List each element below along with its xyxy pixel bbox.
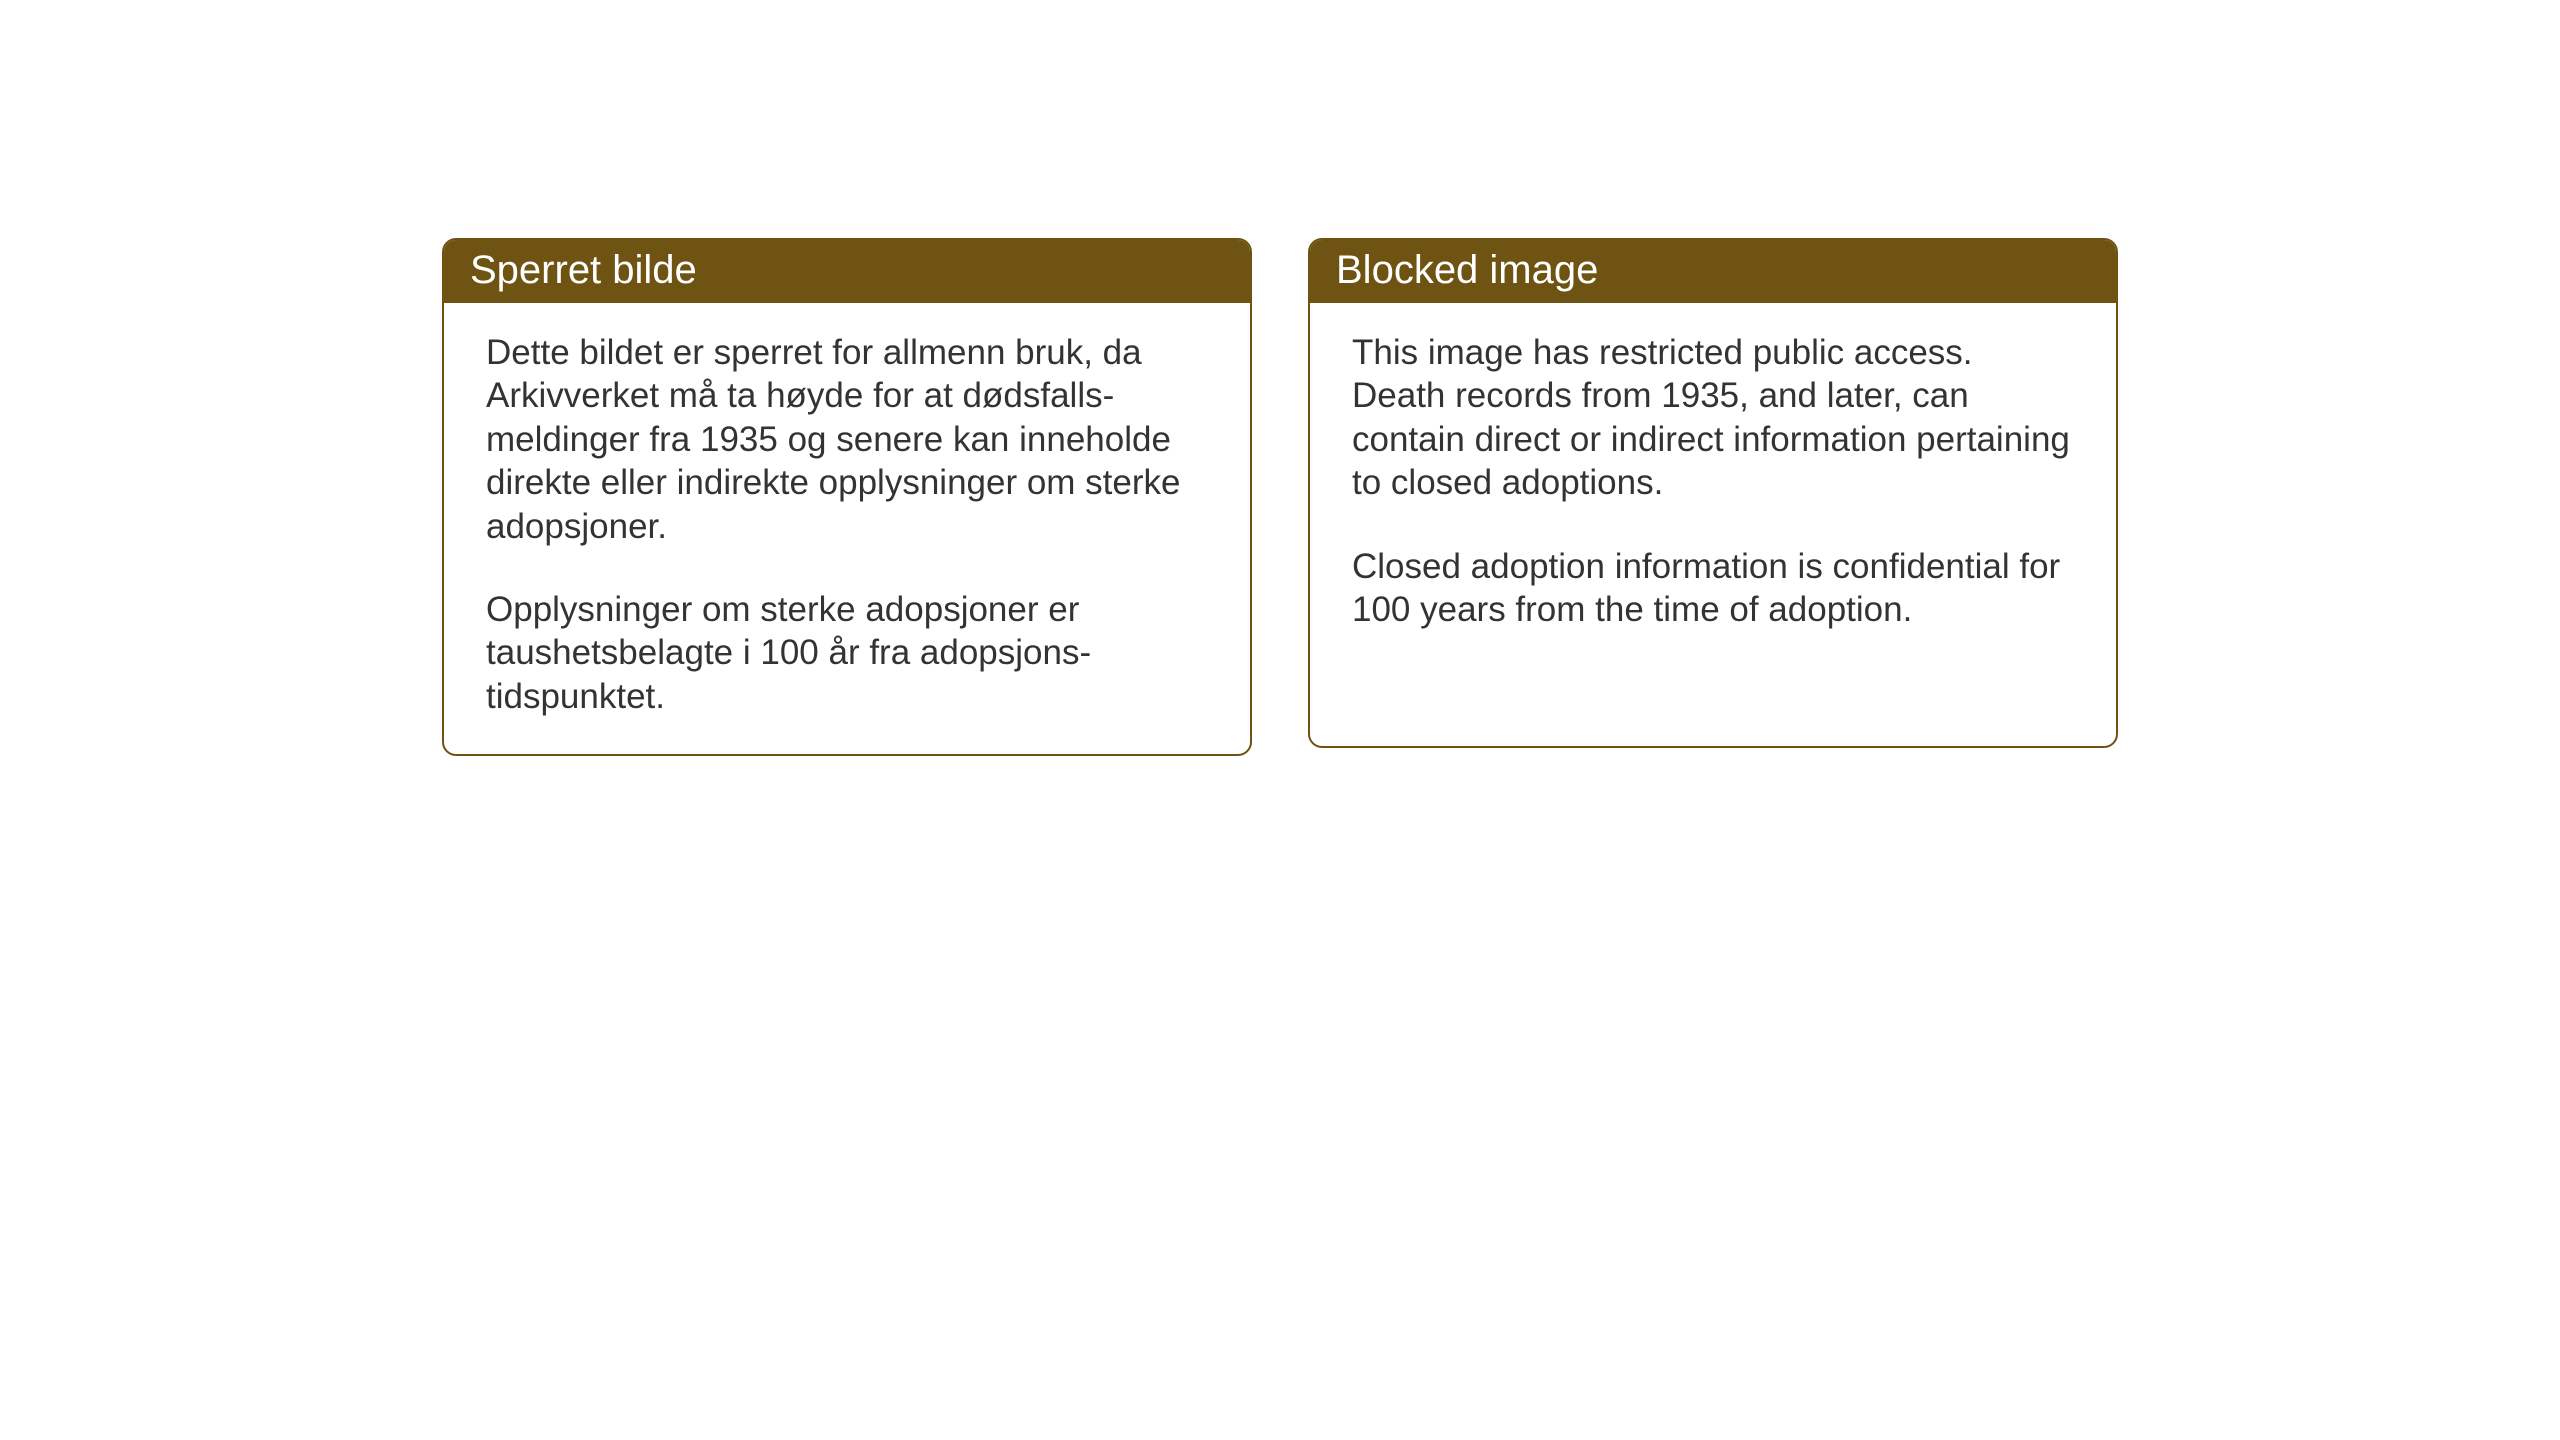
- notice-header-norwegian: Sperret bilde: [444, 240, 1250, 303]
- notice-paragraph-2-norwegian: Opplysninger om sterke adopsjoner er tau…: [486, 588, 1208, 718]
- notice-paragraph-1-english: This image has restricted public access.…: [1352, 331, 2074, 505]
- notice-body-norwegian: Dette bildet er sperret for allmenn bruk…: [444, 303, 1250, 754]
- notice-paragraph-1-norwegian: Dette bildet er sperret for allmenn bruk…: [486, 331, 1208, 548]
- notice-box-english: Blocked image This image has restricted …: [1308, 238, 2118, 748]
- notice-box-norwegian: Sperret bilde Dette bildet er sperret fo…: [442, 238, 1252, 756]
- notices-container: Sperret bilde Dette bildet er sperret fo…: [442, 238, 2118, 756]
- notice-paragraph-2-english: Closed adoption information is confident…: [1352, 545, 2074, 632]
- notice-body-english: This image has restricted public access.…: [1310, 303, 2116, 667]
- notice-header-english: Blocked image: [1310, 240, 2116, 303]
